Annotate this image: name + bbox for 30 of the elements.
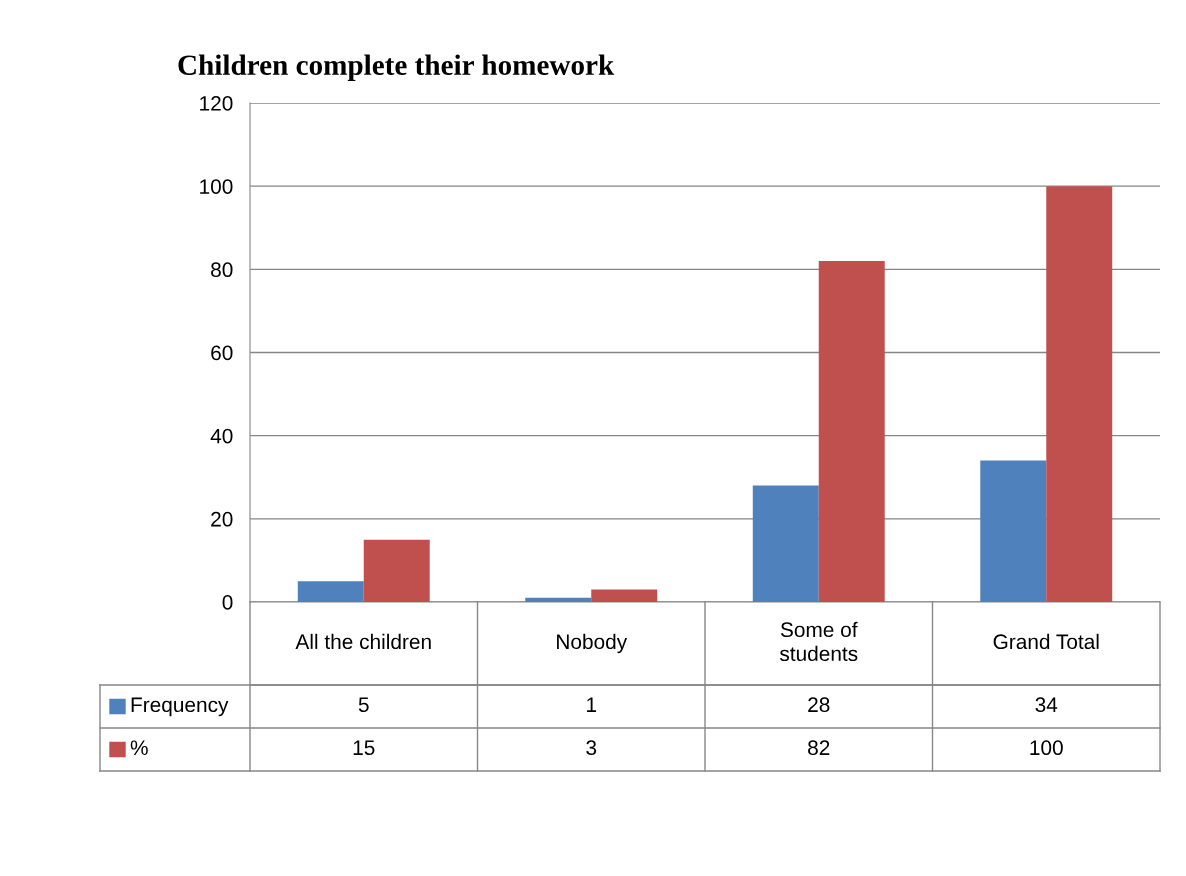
y-tick-label: 0 xyxy=(222,595,233,610)
y-tick-label: 100 xyxy=(200,179,233,194)
data-label: 82 xyxy=(808,740,830,756)
data-label: 34 xyxy=(1035,697,1058,713)
y-tick-label: 80 xyxy=(211,262,233,278)
bar xyxy=(591,589,658,602)
y-tick-label: 40 xyxy=(210,428,233,444)
bar xyxy=(297,581,364,602)
bar xyxy=(752,485,819,602)
x-tick-label: All the children xyxy=(295,633,431,650)
data-label: 15 xyxy=(353,740,375,756)
y-tick-label: 20 xyxy=(211,511,233,527)
legend-label: Frequency xyxy=(131,697,229,717)
x-tick-label: Nobody xyxy=(557,633,628,654)
bar xyxy=(525,597,592,602)
data-label: 100 xyxy=(1030,740,1063,756)
chart-title: Children complete their homework xyxy=(178,54,615,81)
legend-label: % xyxy=(130,740,148,756)
bar xyxy=(818,261,885,602)
y-tick-label: 120 xyxy=(200,96,233,111)
data-label: 5 xyxy=(358,697,369,713)
bar xyxy=(980,460,1047,602)
data-label: 3 xyxy=(586,740,597,756)
data-label: 1 xyxy=(587,697,597,712)
bar xyxy=(1046,186,1113,602)
data-label: 28 xyxy=(808,697,830,713)
x-tick-label: Some of students xyxy=(779,621,858,662)
y-tick-label: 60 xyxy=(211,345,233,361)
x-tick-label: Grand Total xyxy=(993,633,1099,650)
bar xyxy=(363,539,430,602)
